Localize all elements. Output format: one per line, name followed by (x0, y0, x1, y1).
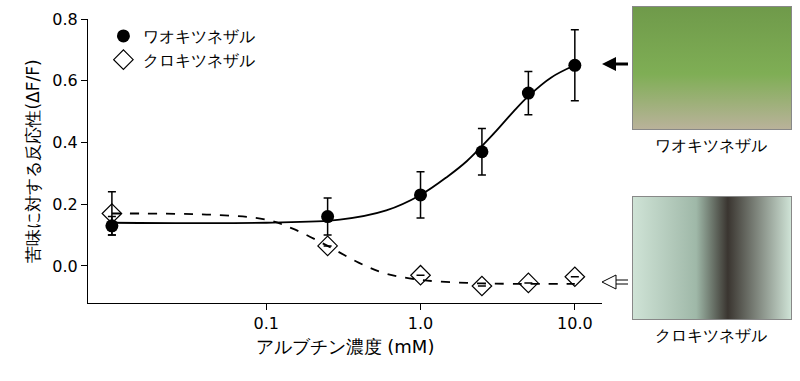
svg-text:0.6: 0.6 (52, 71, 77, 90)
svg-text:10.0: 10.0 (557, 314, 593, 333)
svg-text:0.2: 0.2 (52, 195, 77, 214)
svg-text:0.0: 0.0 (52, 257, 77, 276)
svg-text:アルブチン濃度 (mM): アルブチン濃度 (mM) (256, 336, 435, 357)
svg-text:ワオキツネザル: ワオキツネザル (143, 27, 255, 46)
svg-text:0.8: 0.8 (52, 10, 77, 29)
svg-text:クロキツネザル: クロキツネザル (143, 51, 255, 70)
svg-text:0.1: 0.1 (253, 314, 278, 333)
svg-text:1.0: 1.0 (408, 314, 433, 333)
svg-text:苦味に対する反応性(ΔF/F): 苦味に対する反応性(ΔF/F) (23, 59, 43, 262)
html-text:クロキツネザル: クロキツネザル (655, 326, 767, 345)
html-text:ワオキツネザル: ワオキツネザル (655, 136, 767, 155)
svg-text:0.4: 0.4 (52, 133, 77, 152)
